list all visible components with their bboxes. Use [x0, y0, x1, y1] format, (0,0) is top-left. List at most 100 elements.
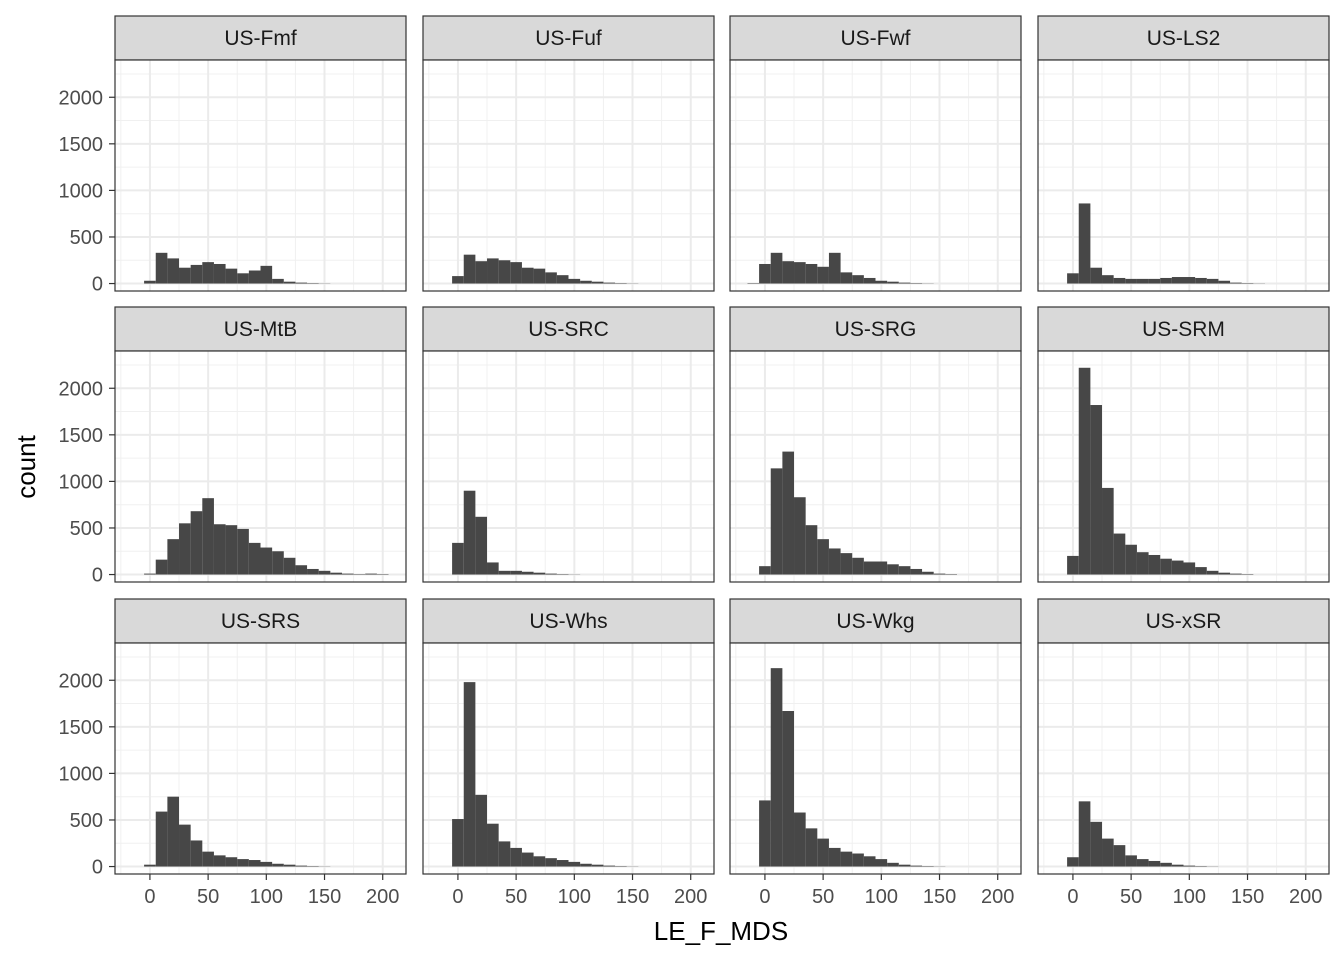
histogram-bars [452, 682, 639, 867]
y-tick-label: 2000 [59, 87, 104, 109]
x-tick-label: 0 [144, 886, 155, 908]
facet-panel: US-SRM [1037, 306, 1330, 583]
panel-background [730, 60, 1021, 291]
histogram-bar [510, 570, 522, 575]
histogram-bar [770, 668, 783, 867]
histogram-bars [759, 451, 957, 575]
histogram-bar [1067, 555, 1079, 575]
histogram-bar [1090, 267, 1103, 284]
histogram-bar [1090, 821, 1103, 867]
y-tick-label: 1500 [59, 717, 104, 739]
y-tick-label: 2000 [59, 378, 104, 400]
facet-strip [422, 598, 715, 644]
x-tick-label: 100 [558, 886, 591, 908]
y-tick-label: 1000 [59, 471, 104, 493]
histogram-bar [580, 863, 592, 867]
histogram-bar [898, 864, 911, 867]
histogram-bars [144, 252, 331, 284]
facet-panel: US-LS2 [1037, 15, 1330, 292]
histogram-bars [452, 490, 581, 575]
facet-strip [729, 306, 1022, 352]
y-axis-title: count [11, 434, 41, 498]
histogram-bar [307, 568, 319, 575]
histogram-bar [545, 272, 557, 284]
histogram-bar [840, 272, 853, 284]
histogram-bar [1160, 558, 1172, 575]
histogram-bar [295, 565, 308, 575]
histogram-bar [1067, 857, 1079, 867]
histogram-bar [463, 254, 476, 284]
histogram-bar [272, 863, 284, 867]
histogram-bar [1113, 277, 1126, 284]
histogram-bar [875, 859, 888, 867]
histogram-bar [782, 710, 795, 867]
facet-panel: US-SRC [422, 306, 715, 583]
histogram-bar [260, 547, 273, 575]
y-tick-label: 500 [70, 810, 103, 832]
histogram-bar [533, 856, 546, 867]
facet-strip [114, 598, 407, 644]
panel-border [114, 59, 407, 292]
histogram-bar [179, 267, 191, 284]
grid-lines [115, 60, 406, 291]
histogram-bar [1148, 278, 1161, 284]
histogram-bar [1113, 845, 1126, 867]
histogram-bar [863, 277, 876, 284]
histogram-bars [144, 498, 389, 575]
histogram-bar [1218, 280, 1231, 284]
facet-panel: US-SRG [729, 306, 1022, 583]
facet-panel: US-MtB [114, 306, 407, 583]
facet-strip [422, 15, 715, 61]
y-tick-label: 2000 [59, 670, 104, 692]
histogram-bar [805, 525, 818, 575]
histogram-bar [1160, 277, 1172, 284]
facet-strip [114, 306, 407, 352]
histogram-bar [898, 566, 911, 575]
histogram-bar [463, 490, 476, 575]
x-tick-label: 0 [1067, 886, 1078, 908]
histogram-bar [521, 267, 534, 284]
grid-lines [115, 351, 406, 582]
x-tick-label: 200 [366, 886, 399, 908]
histogram-bars [1067, 367, 1254, 575]
x-tick-label: 50 [812, 886, 834, 908]
histogram-bar [533, 572, 546, 575]
histogram-bar [580, 280, 592, 284]
facet-panel: US-Fuf [422, 15, 715, 292]
facet-panel: US-SRS [114, 598, 407, 875]
panel-border [114, 642, 407, 875]
histogram-bar [1125, 544, 1137, 575]
histogram-bar [202, 262, 214, 284]
panel-border [729, 59, 1022, 292]
histogram-bar [1125, 855, 1137, 867]
facet-strip-label: US-Wkg [836, 610, 914, 633]
histogram-bar [1230, 573, 1242, 575]
panel-background [423, 60, 714, 291]
histogram-bar [521, 571, 534, 575]
histogram-bar [875, 561, 888, 575]
histogram-bar [521, 852, 534, 867]
histogram-bar [568, 861, 581, 867]
histogram-bar [1206, 570, 1219, 575]
histogram-bar [591, 281, 604, 284]
panel-border [1037, 350, 1330, 583]
histogram-bar [1218, 572, 1231, 575]
histogram-bar [475, 516, 488, 575]
histogram-bar [1230, 282, 1242, 284]
histogram-bar [179, 824, 191, 867]
histogram-bar [487, 258, 499, 284]
histogram-bar [794, 497, 806, 575]
facet-strip-label: US-SRG [835, 318, 917, 341]
facet-panel: US-Fmf [114, 15, 407, 292]
grid-lines [1038, 60, 1329, 291]
histogram-bar [1113, 533, 1126, 575]
histogram-bar [272, 551, 284, 575]
histogram-bar [782, 261, 795, 284]
histogram-bar [295, 865, 308, 867]
histogram-bar [341, 573, 354, 575]
histogram-bar [167, 258, 180, 284]
histogram-bar [828, 847, 841, 867]
x-tick-label: 200 [981, 886, 1014, 908]
histogram-bar [190, 264, 203, 284]
facet-panel: US-Fwf [729, 15, 1022, 292]
